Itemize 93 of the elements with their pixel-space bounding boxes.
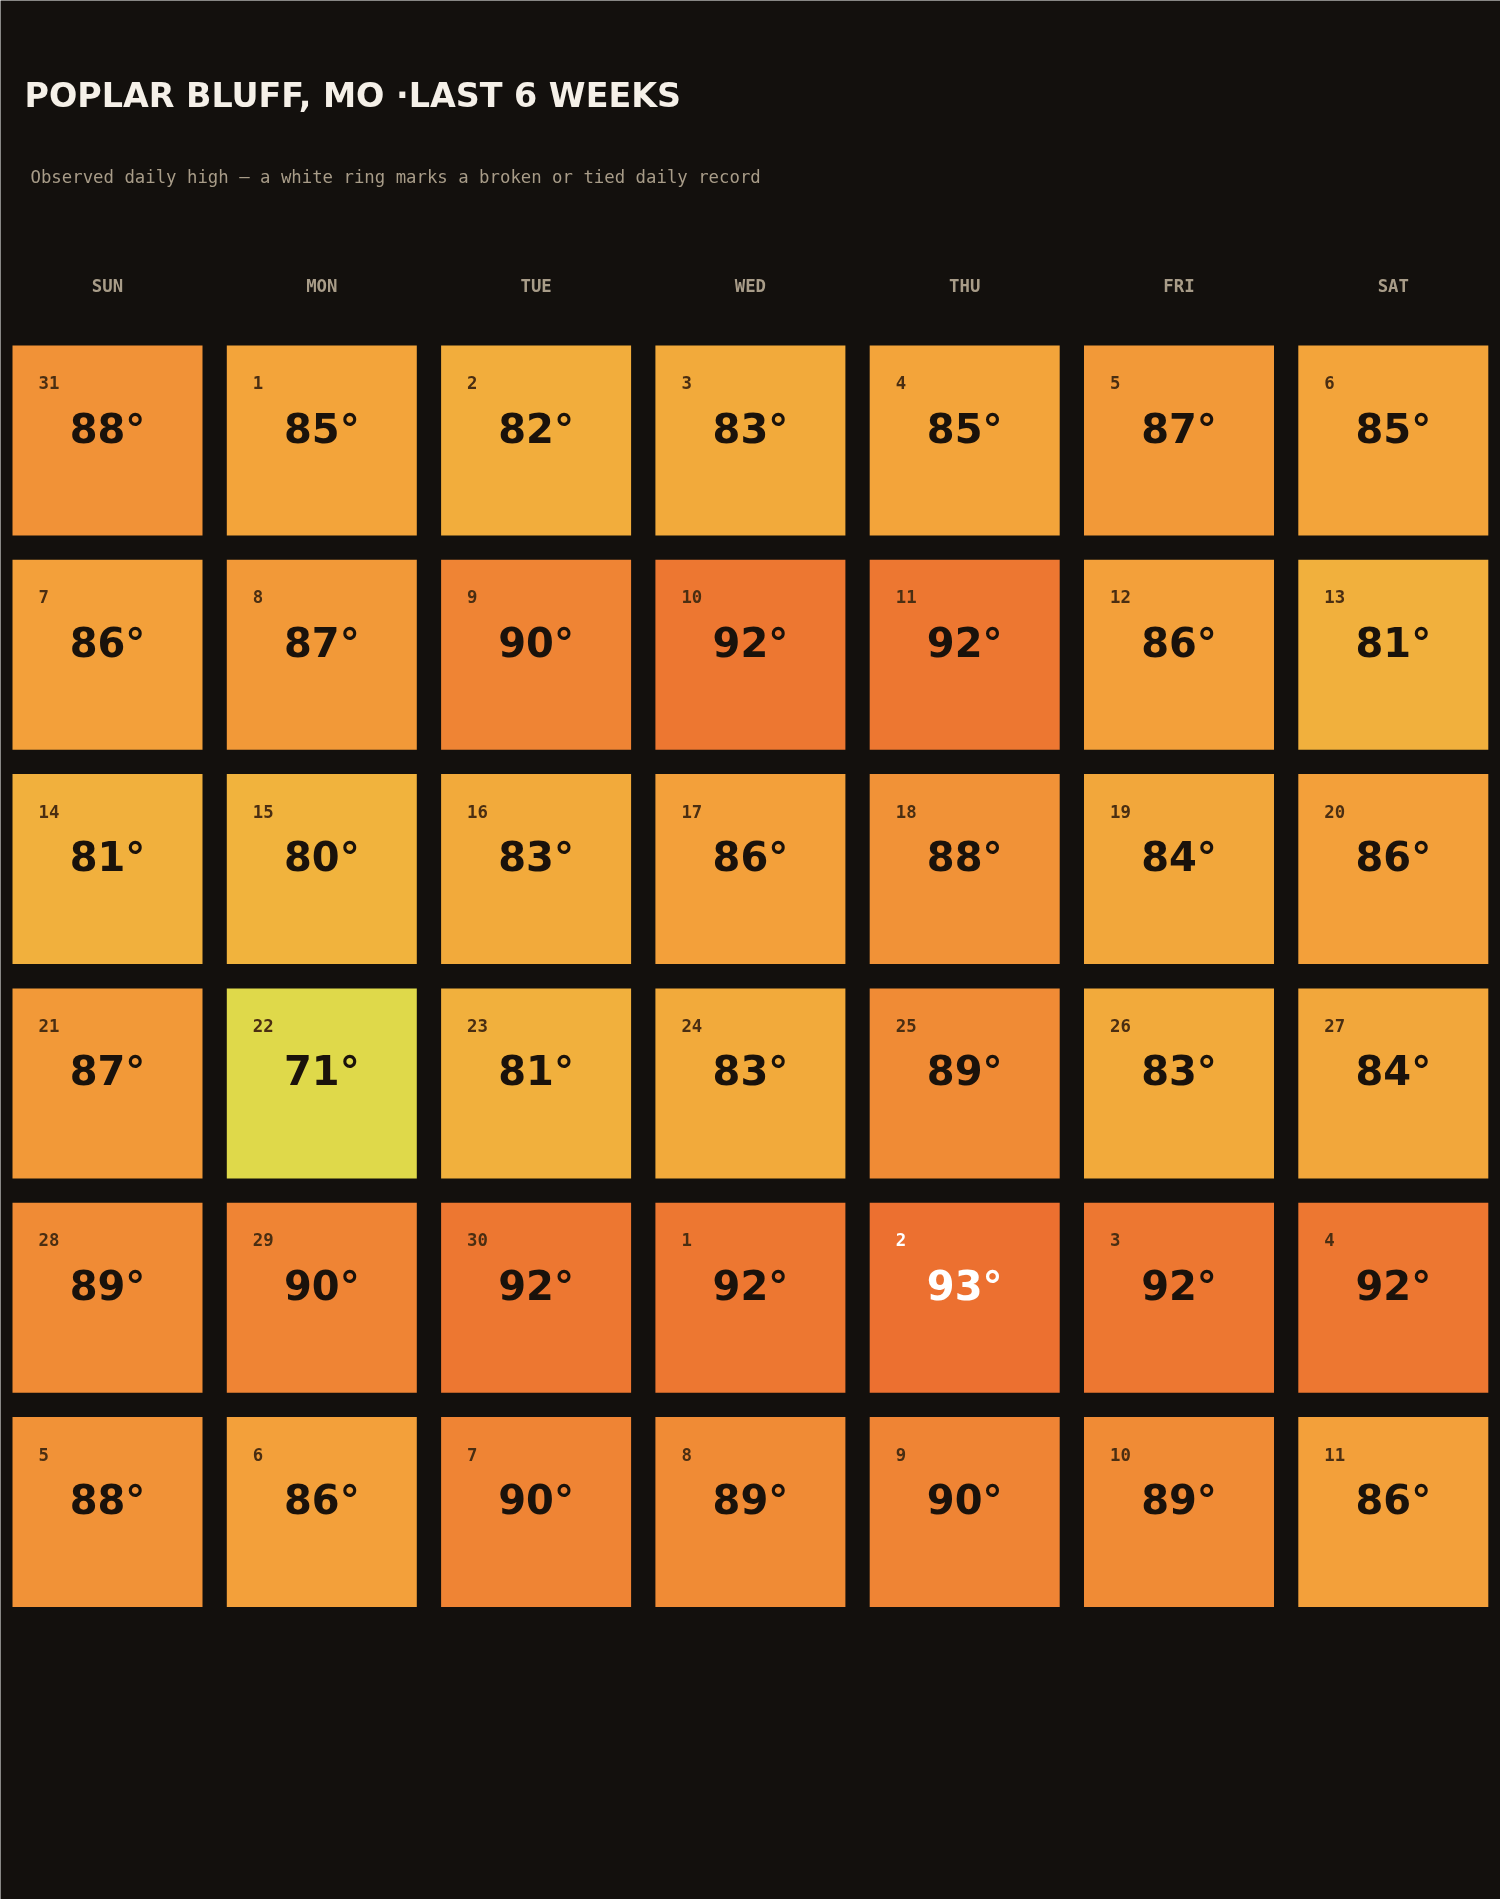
- annotation: 10: [1110, 1444, 1131, 1465]
- annotation: 8: [681, 1444, 692, 1465]
- data-label: 87°: [1141, 405, 1217, 452]
- data-label: 85°: [1355, 405, 1432, 452]
- annotation: 31: [38, 373, 60, 393]
- annotation: 1: [681, 1230, 692, 1251]
- data-label: 82°: [498, 405, 574, 452]
- x-tick-label: SUN: [91, 275, 124, 296]
- annotation: 16: [467, 801, 488, 822]
- data-label: 87°: [283, 619, 360, 666]
- x-tick-label: SAT: [1377, 275, 1409, 296]
- annotation: 2: [895, 1230, 907, 1251]
- data-label: 71°: [283, 1048, 360, 1095]
- annotation: 30: [467, 1230, 488, 1251]
- data-label: 83°: [1141, 1048, 1217, 1095]
- annotation: 10: [681, 587, 703, 608]
- data-label: 92°: [1355, 1262, 1432, 1309]
- annotation: 8: [252, 587, 264, 608]
- data-label: 86°: [1355, 1477, 1432, 1523]
- data-label: 88°: [69, 405, 146, 452]
- data-label: 87°: [69, 1048, 146, 1095]
- annotation: 20: [1324, 801, 1346, 822]
- annotation: 18: [895, 801, 917, 822]
- chart-subtitle: Observed daily high — a white ring marks a broken or tied daily record: [30, 166, 761, 187]
- annotation: 13: [1324, 587, 1346, 608]
- data-label: 83°: [712, 405, 789, 452]
- x-tick-label: FRI: [1163, 275, 1195, 296]
- data-label: 89°: [712, 1477, 789, 1523]
- annotation: 1: [252, 373, 264, 393]
- data-label: 83°: [712, 1048, 789, 1095]
- data-label: 92°: [712, 1262, 789, 1309]
- x-tick-label: THU: [949, 275, 981, 296]
- annotation: 11: [895, 587, 917, 608]
- annotation: 17: [681, 801, 703, 822]
- x-tick-label: WED: [734, 275, 767, 296]
- annotation: 22: [252, 1015, 274, 1036]
- data-label: 88°: [69, 1477, 146, 1523]
- data-label: 86°: [1355, 834, 1432, 881]
- data-label: 92°: [498, 1262, 574, 1309]
- annotation: 12: [1110, 587, 1131, 608]
- data-label: 90°: [283, 1262, 360, 1309]
- data-label: 90°: [498, 619, 574, 666]
- data-label: 86°: [712, 834, 789, 881]
- data-label: 86°: [283, 1477, 360, 1523]
- annotation: 4: [895, 373, 907, 393]
- annotation: 27: [1324, 1015, 1346, 1036]
- data-label: 81°: [498, 1048, 574, 1095]
- data-label: 86°: [1141, 619, 1217, 666]
- annotation: 11: [1324, 1444, 1346, 1465]
- data-label: 80°: [283, 834, 360, 881]
- annotation: 6: [252, 1444, 264, 1465]
- data-label: 83°: [498, 834, 574, 881]
- annotation: 24: [681, 1015, 703, 1036]
- annotation: 28: [38, 1230, 60, 1251]
- annotation: 9: [467, 587, 478, 608]
- annotation: 23: [467, 1015, 488, 1036]
- annotation: 7: [38, 587, 49, 608]
- annotation: 3: [1110, 1230, 1121, 1251]
- data-label: 92°: [1141, 1262, 1217, 1309]
- annotation: 5: [1110, 373, 1121, 393]
- chart-title: POPLAR BLUFF, MO ·LAST 6 WEEKS: [24, 76, 681, 115]
- data-label: 92°: [712, 619, 789, 666]
- annotation: 3: [681, 373, 692, 393]
- annotation: 25: [895, 1015, 917, 1036]
- data-label: 88°: [926, 834, 1003, 881]
- annotation: 14: [38, 801, 60, 822]
- data-label: 89°: [1141, 1477, 1217, 1523]
- data-label: 85°: [926, 405, 1003, 452]
- annotation: 26: [1110, 1015, 1131, 1036]
- annotation: 15: [252, 801, 274, 822]
- data-label: 89°: [69, 1262, 146, 1309]
- annotation: 29: [252, 1230, 274, 1251]
- data-label: 86°: [69, 619, 146, 666]
- annotation: 7: [467, 1444, 478, 1465]
- data-label: 81°: [1355, 619, 1432, 666]
- annotation: 9: [895, 1444, 907, 1465]
- data-label: 84°: [1355, 1048, 1432, 1095]
- x-tick-label: MON: [306, 275, 338, 296]
- annotation: 4: [1324, 1230, 1335, 1251]
- data-label: 84°: [1141, 834, 1217, 881]
- x-tick-label: TUE: [520, 275, 552, 296]
- data-label: 81°: [69, 834, 146, 881]
- data-label: 90°: [926, 1477, 1003, 1523]
- annotation: 2: [467, 373, 478, 393]
- annotation: 21: [38, 1015, 60, 1036]
- annotation: 5: [38, 1444, 49, 1465]
- data-label: 85°: [283, 405, 360, 452]
- data-label: 90°: [498, 1477, 574, 1523]
- data-label: 93°: [926, 1262, 1003, 1309]
- data-label: 92°: [926, 619, 1003, 666]
- annotation: 6: [1324, 373, 1335, 393]
- annotation: 19: [1110, 801, 1131, 822]
- data-label: 89°: [926, 1048, 1003, 1095]
